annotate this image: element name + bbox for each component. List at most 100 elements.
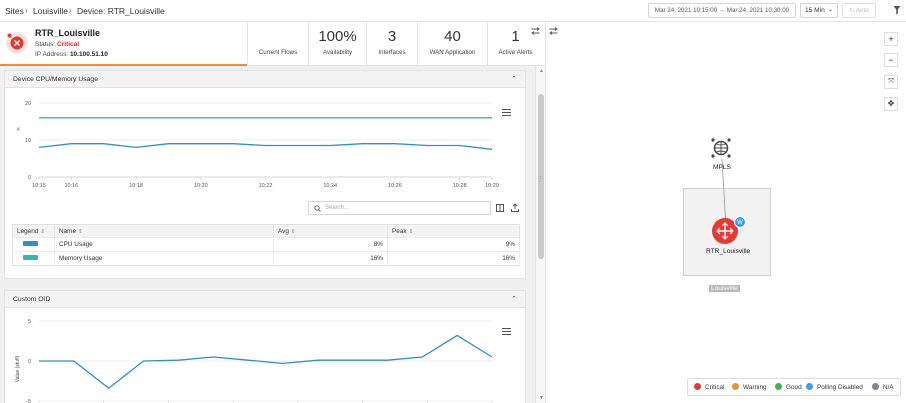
y-tick-label: 0 bbox=[28, 359, 31, 365]
column-header-label: Legend bbox=[17, 227, 39, 235]
mpls-label: MPLS bbox=[713, 164, 731, 171]
device-status-value: Critical bbox=[57, 41, 80, 48]
column-header-name[interactable]: Name ⇕ bbox=[54, 224, 274, 238]
date-range-picker[interactable]: Mar 24, 2021 10:15:00 → Mar 24, 2021 10:… bbox=[648, 3, 796, 18]
cpu-memory-chart: 0 10 20 10:15 10:16 10:18 10:20 10:22 10:24 10:26… bbox=[17, 101, 499, 189]
device-name: RTR_Louisville bbox=[35, 28, 101, 38]
chevron-up-icon[interactable]: ⌃ bbox=[511, 76, 517, 83]
export-icon[interactable] bbox=[511, 203, 519, 212]
search-placeholder: Search... bbox=[325, 205, 350, 211]
peak-cell: 16% bbox=[387, 251, 520, 266]
sort-icon: ⇕ bbox=[408, 228, 414, 235]
swap-icon[interactable] bbox=[531, 27, 540, 35]
column-header-peak[interactable]: Peak ⇕ bbox=[387, 224, 520, 238]
columns-icon[interactable] bbox=[496, 204, 504, 212]
swap-icon[interactable] bbox=[549, 27, 558, 35]
kpi-label: WAN Application bbox=[429, 49, 476, 56]
auto-refresh-button[interactable]: ↻ Auto bbox=[842, 3, 876, 18]
y-axis-label: Value (stuff) bbox=[15, 355, 21, 382]
device-ip-value: 10.100.51.10 bbox=[69, 51, 108, 58]
name-cell: Memory Usage bbox=[54, 251, 274, 266]
router-critical-icon bbox=[6, 32, 28, 54]
legend-cell bbox=[12, 237, 55, 252]
legend-item-critical: Critical bbox=[694, 383, 725, 391]
pane-divider bbox=[545, 22, 546, 403]
table-row[interactable]: CPU Usage 8% 9% bbox=[12, 237, 520, 252]
status-legend: Critical Warning Good Polling Disabled N… bbox=[687, 378, 901, 396]
y-tick-label: 5 bbox=[28, 319, 31, 325]
chart-menu-icon[interactable] bbox=[502, 328, 511, 336]
y-tick-label: 0 bbox=[28, 175, 31, 181]
interval-value: 15 Min bbox=[805, 7, 825, 14]
panel-header: Custom OID ⌃ bbox=[5, 291, 525, 308]
status-dot-icon bbox=[694, 383, 701, 390]
auto-refresh-label: Auto bbox=[855, 7, 869, 14]
column-header-legend[interactable]: Legend ⇕ bbox=[12, 224, 55, 238]
filter-icon[interactable] bbox=[893, 5, 901, 15]
series-line-cpu-usage bbox=[38, 143, 493, 150]
table-row[interactable]: Memory Usage 16% 16% bbox=[12, 251, 520, 266]
legend-item-label: Good bbox=[786, 384, 802, 391]
interval-select[interactable]: 15 Min ⌄ bbox=[800, 3, 838, 18]
breadcrumb-sites[interactable]: Sites bbox=[5, 6, 24, 16]
y-tick-label: -5 bbox=[26, 399, 31, 403]
chevron-up-icon[interactable]: ⌃ bbox=[511, 296, 517, 303]
x-tick-label: 10:28 bbox=[453, 183, 467, 189]
kpi-value: 1 bbox=[511, 28, 520, 45]
x-tick-label: 10:18 bbox=[129, 183, 143, 189]
kpi-active-alerts[interactable]: 1 Active Alerts bbox=[487, 22, 543, 65]
y-axis-marker: # bbox=[17, 127, 20, 133]
drag-handle-icon[interactable]: ⋮ bbox=[537, 176, 544, 183]
device-status-label: Status: bbox=[35, 41, 58, 48]
chevron-right-icon: › bbox=[69, 6, 72, 15]
avg-cell: 16% bbox=[273, 251, 388, 266]
device-ip-label: IP Address: bbox=[35, 51, 70, 58]
status-dot-icon bbox=[806, 383, 813, 390]
kpi-current-flows[interactable]: Current Flows bbox=[247, 22, 308, 65]
top-bar: Sites › Louisville › Device: RTR_Louisvi… bbox=[0, 0, 906, 22]
column-header-label: Peak bbox=[392, 227, 407, 235]
cpu-memory-table: Legend ⇕ Name ⇕ Avg ⇕ Peak ⇕ CPU Usage 8% 9%… bbox=[12, 224, 520, 266]
y-tick-label: 20 bbox=[25, 101, 31, 107]
legend-item-label: Warning bbox=[743, 384, 767, 391]
active-tab-indicator bbox=[0, 64, 247, 66]
column-header-label: Avg bbox=[278, 227, 289, 235]
breadcrumb-site[interactable]: Louisville bbox=[33, 6, 68, 16]
device-status: Status: Critical bbox=[35, 41, 79, 48]
router-critical-node[interactable]: W bbox=[711, 216, 747, 246]
search-input[interactable]: Search... bbox=[308, 201, 491, 215]
zoom-out-button[interactable]: − bbox=[884, 53, 898, 67]
scroll-up-icon[interactable]: ▲ bbox=[539, 68, 544, 74]
legend-item-label: Polling Disabled bbox=[817, 384, 863, 391]
fit-to-screen-button[interactable]: ⤧ bbox=[884, 75, 898, 89]
scroll-down-icon[interactable]: ▼ bbox=[539, 395, 544, 401]
chevron-down-icon: ⌄ bbox=[827, 7, 833, 13]
x-tick-label: 10:29 bbox=[485, 183, 499, 189]
sort-icon: ⇕ bbox=[78, 228, 83, 235]
panel-header: Device CPU/Memory Usage ⌃ bbox=[5, 71, 525, 88]
legend-item-label: Critical bbox=[705, 384, 725, 391]
kpi-interfaces[interactable]: 3 Interfaces bbox=[366, 22, 417, 65]
mpls-cloud-icon[interactable] bbox=[710, 137, 732, 159]
peak-cell: 9% bbox=[387, 237, 520, 252]
column-header-avg[interactable]: Avg ⇕ bbox=[273, 224, 388, 238]
kpi-availability[interactable]: 100% Availability bbox=[308, 22, 366, 65]
status-dot-icon bbox=[732, 383, 739, 390]
series-line-0 bbox=[39, 334, 493, 390]
status-dot-icon bbox=[872, 383, 879, 390]
scrollbar-thumb[interactable] bbox=[538, 94, 544, 259]
chart-menu-icon[interactable] bbox=[502, 109, 511, 117]
x-tick-label: 10:26 bbox=[388, 183, 402, 189]
custom-oid-chart: 5 0 -5 Value (stuff) bbox=[15, 319, 493, 403]
left-pane-scrollbar[interactable]: ▲ ▼ bbox=[535, 66, 545, 403]
kpi-value: 40 bbox=[444, 28, 461, 45]
search-icon bbox=[314, 205, 321, 212]
pan-button[interactable]: ✥ bbox=[884, 97, 898, 111]
device-summary-header: RTR_Louisville Status: Critical IP Addre… bbox=[0, 22, 545, 66]
kpi-label: Availability bbox=[322, 49, 353, 56]
table-header-row: Legend ⇕ Name ⇕ Avg ⇕ Peak ⇕ bbox=[12, 224, 520, 238]
kpi-wan-application[interactable]: 40 WAN Application bbox=[417, 22, 487, 65]
zoom-in-button[interactable]: + bbox=[884, 32, 898, 46]
kpi-label: Interfaces bbox=[378, 49, 406, 56]
legend-item-good: Good bbox=[775, 383, 802, 391]
